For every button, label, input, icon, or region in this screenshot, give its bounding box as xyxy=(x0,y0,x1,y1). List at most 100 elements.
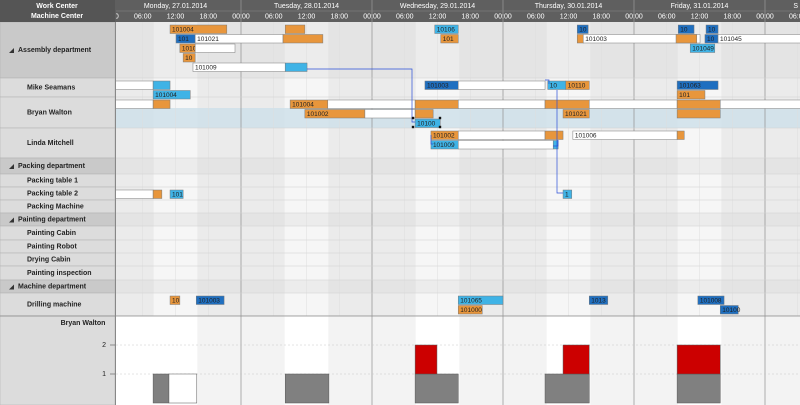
task-bar[interactable] xyxy=(457,140,554,150)
row-label: Drying Cabin xyxy=(27,256,71,263)
row-label: Linda Mitchell xyxy=(27,140,74,147)
task-bar[interactable] xyxy=(457,80,546,90)
load-bar xyxy=(676,344,721,375)
selection-handle xyxy=(438,125,442,129)
hour-label: 06:00 xyxy=(658,13,676,20)
task-bar[interactable] xyxy=(457,295,504,305)
task-bar[interactable] xyxy=(284,24,306,34)
task-label: 10106 xyxy=(437,26,455,33)
task-bar[interactable] xyxy=(697,295,725,305)
group-header xyxy=(0,21,116,79)
task-bar[interactable] xyxy=(282,34,324,44)
task-bar[interactable] xyxy=(719,305,739,315)
selection-handle xyxy=(438,116,442,120)
task-label: 101004 xyxy=(292,101,314,108)
task-bar[interactable] xyxy=(565,80,590,90)
selection-handle xyxy=(411,125,415,129)
task-label: 101008 xyxy=(700,297,722,304)
hour-label: 18:00 xyxy=(461,13,479,20)
task-bar[interactable] xyxy=(576,34,584,44)
task-bar[interactable] xyxy=(284,62,308,72)
task-bar[interactable] xyxy=(414,99,459,109)
dependency-link xyxy=(556,90,563,194)
hour-label: 00:00 xyxy=(101,13,119,20)
task-label: 10 xyxy=(579,26,587,33)
task-bar[interactable] xyxy=(110,189,154,199)
task-bar[interactable] xyxy=(152,99,171,109)
task-bar[interactable] xyxy=(457,305,483,315)
hour-label: 12:00 xyxy=(429,13,447,20)
task-bar[interactable] xyxy=(414,118,441,128)
task-bar[interactable] xyxy=(195,295,225,305)
hour-label: 00:00 xyxy=(494,13,512,20)
task-bar[interactable] xyxy=(152,80,171,90)
task-bar[interactable] xyxy=(327,99,416,109)
hour-label: 12:00 xyxy=(691,13,709,20)
task-bar[interactable] xyxy=(169,295,181,305)
task-label: 101063 xyxy=(679,82,701,89)
task-label: 101049 xyxy=(692,45,714,52)
task-bar[interactable] xyxy=(152,90,191,100)
hour-label: 00:00 xyxy=(625,13,643,20)
task-bar[interactable] xyxy=(576,24,589,34)
task-bar[interactable] xyxy=(689,43,716,53)
task-bar[interactable] xyxy=(676,80,719,90)
task-bar[interactable] xyxy=(588,295,609,305)
load-bar xyxy=(562,344,590,375)
task-bar[interactable] xyxy=(457,130,546,140)
task-bar[interactable] xyxy=(676,109,721,119)
task-label: 10 xyxy=(550,82,558,89)
task-bar[interactable] xyxy=(110,99,154,109)
task-label: 101009 xyxy=(195,64,217,71)
task-bar[interactable] xyxy=(169,189,184,199)
task-bar[interactable] xyxy=(440,34,459,44)
task-label: 101004 xyxy=(155,92,177,99)
task-bar[interactable] xyxy=(676,90,706,100)
task-bar[interactable] xyxy=(675,34,698,44)
task-bar[interactable] xyxy=(110,80,154,90)
task-bar[interactable] xyxy=(364,109,416,119)
task-bar[interactable] xyxy=(169,24,228,34)
task-bar[interactable] xyxy=(182,53,196,63)
task-bar[interactable] xyxy=(705,24,719,34)
task-label: 101 xyxy=(443,36,454,43)
day-label: Thursday, 30.01.2014 xyxy=(535,3,603,10)
task-bar[interactable] xyxy=(544,130,564,140)
hour-label: 18:00 xyxy=(330,13,348,20)
task-bar[interactable] xyxy=(544,99,590,109)
header: Work Center Machine Center Monday, 27.01… xyxy=(0,0,800,22)
hour-label: 18:00 xyxy=(723,13,741,20)
task-label: 101 xyxy=(178,36,189,43)
row-label: Packing Machine xyxy=(27,203,84,210)
task-label: 10 xyxy=(172,297,180,304)
collapse-icon xyxy=(9,217,14,223)
task-bar[interactable] xyxy=(717,34,800,44)
task-label: 101 xyxy=(172,191,183,198)
task-label: 101 xyxy=(679,92,690,99)
task-bar[interactable] xyxy=(582,34,701,44)
task-bar[interactable] xyxy=(152,189,163,199)
task-bar[interactable] xyxy=(588,99,678,109)
task-bar[interactable] xyxy=(562,189,573,199)
task-label: 101004 xyxy=(172,26,194,33)
group-label: Machine department xyxy=(18,283,87,290)
task-bar[interactable] xyxy=(719,99,800,109)
task-label: 101021 xyxy=(197,36,219,43)
row-label: Bryan Walton xyxy=(27,109,72,116)
hour-label: 06:00 xyxy=(396,13,414,20)
task-bar[interactable] xyxy=(552,140,559,150)
task-bar[interactable] xyxy=(434,24,459,34)
task-bar[interactable] xyxy=(677,24,695,34)
day-label: S xyxy=(793,3,798,10)
task-bar[interactable] xyxy=(676,99,721,109)
task-bar[interactable] xyxy=(562,109,590,119)
task-bar[interactable] xyxy=(194,43,236,53)
load-bar xyxy=(414,344,438,375)
task-label: 10 xyxy=(185,55,193,62)
row-label: Painting Cabin xyxy=(27,230,76,237)
task-bar[interactable] xyxy=(676,130,685,140)
task-bar[interactable] xyxy=(414,109,434,119)
task-bar[interactable] xyxy=(457,99,546,109)
